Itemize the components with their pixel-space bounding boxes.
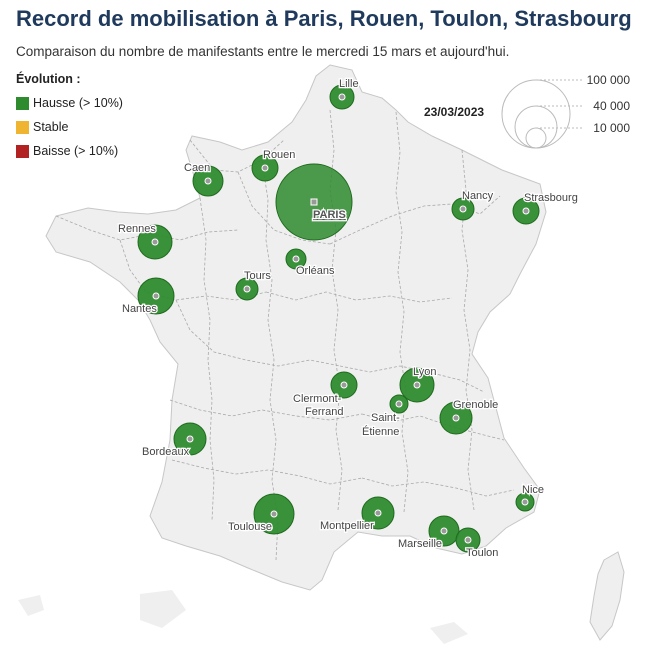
label-saint-etienne-line1: Saint- <box>371 412 400 424</box>
label-montpellier: Montpellier <box>320 520 374 532</box>
label-grenoble: Grenoble <box>453 399 498 411</box>
label-orleans: Orléans <box>296 265 335 277</box>
size-legend-circle-40000 <box>514 105 558 149</box>
label-bordeaux: Bordeaux <box>142 446 190 458</box>
evolution-legend: Évolution : Hausse (> 10%) Stable Baisse… <box>16 72 123 163</box>
date-label: 23/03/2023 <box>424 105 485 119</box>
label-marseille: Marseille <box>398 538 442 550</box>
label-tours: Tours <box>244 270 271 282</box>
legend-label-stable: Stable <box>33 120 69 134</box>
legend-label-baisse: Baisse (> 10%) <box>33 144 119 158</box>
island-bottom <box>430 622 468 644</box>
legend-item-baisse[interactable]: Baisse (> 10%) <box>16 139 123 163</box>
size-legend-circle-100000 <box>501 79 571 149</box>
legend-swatch-hausse <box>16 96 29 110</box>
size-legend-circle-10000 <box>525 127 547 149</box>
label-rennes: Rennes <box>118 223 156 235</box>
label-toulouse: Toulouse <box>228 521 272 533</box>
size-legend-label-100000: 100 000 <box>587 73 631 87</box>
map-title: Record de mobilisation à Paris, Rouen, T… <box>16 6 632 31</box>
france-outline <box>45 64 547 591</box>
label-strasbourg: Strasbourg <box>524 192 578 204</box>
label-lyon: Lyon <box>413 366 436 378</box>
label-paris: PARIS <box>313 209 346 221</box>
size-legend-label-40000: 40 000 <box>593 99 630 113</box>
label-clermont-ferrand-line2: Ferrand <box>305 406 344 418</box>
legend-item-hausse[interactable]: Hausse (> 10%) <box>16 91 123 115</box>
city-dots <box>151 93 530 544</box>
label-saint-etienne-line2: Étienne <box>362 425 399 438</box>
label-nantes: Nantes <box>122 303 157 315</box>
island-south <box>140 590 186 628</box>
legend-item-stable[interactable]: Stable <box>16 115 123 139</box>
map-subtitle: Comparaison du nombre de manifestants en… <box>16 44 510 59</box>
legend-label-hausse: Hausse (> 10%) <box>33 96 123 110</box>
size-legend-label-10000: 10 000 <box>593 121 630 135</box>
legend-swatch-stable <box>16 120 29 134</box>
size-legend: 100 000 40 000 10 000 <box>501 73 631 149</box>
island-left <box>18 595 44 616</box>
label-nice: Nice <box>522 484 544 496</box>
label-caen: Caen <box>184 162 210 174</box>
legend-swatch-baisse <box>16 144 29 158</box>
label-nancy: Nancy <box>462 190 494 202</box>
city-labels: Lille Caen Rouen PARIS Nancy Strasbourg … <box>117 77 579 561</box>
label-clermont-ferrand-line1: Clermont- <box>293 393 342 405</box>
corsica-outline <box>589 551 625 641</box>
legend-title: Évolution : <box>16 72 81 86</box>
label-rouen: Rouen <box>263 149 295 161</box>
label-lille: Lille <box>339 78 359 90</box>
label-toulon: Toulon <box>466 547 498 559</box>
